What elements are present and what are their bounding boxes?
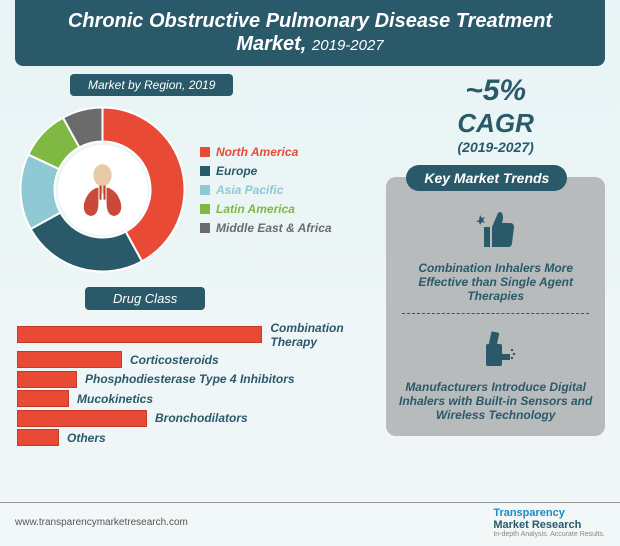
bar-row: Combination Therapy xyxy=(17,321,378,349)
cagr-block: ~5% CAGR (2019-2027) xyxy=(386,74,605,155)
footer-logo: TransparencyMarket Research In-depth Ana… xyxy=(493,507,605,538)
cagr-years: (2019-2027) xyxy=(386,139,605,155)
trend-text-2: Manufacturers Introduce Digital Inhalers… xyxy=(398,380,593,422)
inhaler-icon xyxy=(472,324,520,372)
region-legend: North America Europe Asia Pacific Latin Ame… xyxy=(200,140,332,240)
bar-row: Bronchodilators xyxy=(17,410,378,427)
cagr-percent: ~5% xyxy=(386,74,605,108)
bar-row: Mucokinetics xyxy=(17,390,378,407)
legend-item: Latin America xyxy=(200,202,332,216)
drug-bar-chart: Combination Therapy Corticosteroids Phosph… xyxy=(15,321,378,447)
donut-center xyxy=(58,145,148,235)
title: Chronic Obstructive Pulmonary Disease Tr… xyxy=(35,10,585,56)
trend-divider xyxy=(402,313,589,314)
header: Chronic Obstructive Pulmonary Disease Tr… xyxy=(15,0,605,66)
drug-class-label: Drug Class xyxy=(85,287,205,310)
donut-chart xyxy=(15,102,190,277)
trend-text-1: Combination Inhalers More Effective than… xyxy=(398,261,593,303)
footer-url: www.transparencymarketresearch.com xyxy=(15,517,188,528)
region-donut-area: North America Europe Asia Pacific Latin Ame… xyxy=(15,102,378,277)
lungs-icon xyxy=(70,157,135,222)
legend-item: Europe xyxy=(200,164,332,178)
legend-item: North America xyxy=(200,145,332,159)
thumbs-up-icon xyxy=(472,205,520,253)
trends-label: Key Market Trends xyxy=(406,165,567,191)
trends-box: Combination Inhalers More Effective than… xyxy=(386,177,605,436)
cagr-label: CAGR xyxy=(386,108,605,139)
legend-item: Middle East & Africa xyxy=(200,221,332,235)
footer: www.transparencymarketresearch.com Trans… xyxy=(0,502,620,542)
bar-row: Others xyxy=(17,429,378,446)
legend-item: Asia Pacific xyxy=(200,183,332,197)
bar-row: Corticosteroids xyxy=(17,351,378,368)
region-chart-label: Market by Region, 2019 xyxy=(70,74,233,96)
bar-row: Phosphodiesterase Type 4 Inhibitors xyxy=(17,371,378,388)
